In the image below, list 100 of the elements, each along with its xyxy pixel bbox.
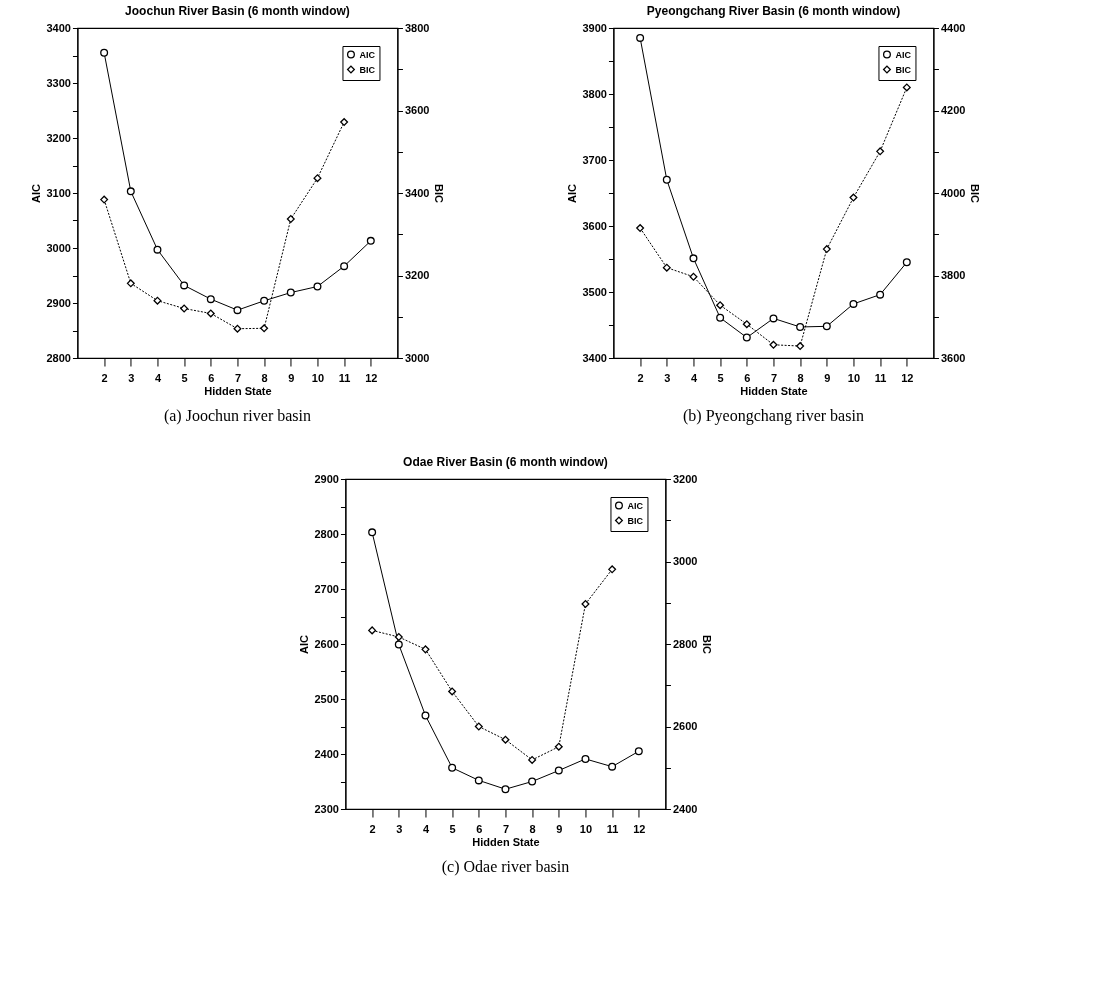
y-tick-label: 3200 — [46, 131, 71, 144]
x-tick-label: 10 — [579, 822, 593, 835]
x-tick-label: 2 — [369, 822, 376, 835]
point — [368, 528, 377, 537]
point — [849, 193, 858, 202]
point — [608, 565, 617, 574]
point — [153, 296, 162, 305]
y-tick-label: 3700 — [582, 153, 607, 166]
x-tick-label: 8 — [261, 371, 268, 384]
chart-title: Pyeongchang River Basin (6 month window) — [646, 4, 901, 18]
x-tick-label: 9 — [556, 822, 563, 835]
x-tick-label: 12 — [901, 371, 914, 384]
point — [206, 295, 215, 304]
point — [340, 262, 349, 271]
point — [581, 599, 590, 608]
y2-axis-title: BIC — [701, 635, 714, 655]
point — [448, 687, 457, 696]
point — [233, 306, 242, 315]
y-tick-label: 2800 — [46, 351, 71, 364]
y2-tick-label: 3600 — [404, 104, 430, 116]
y-tick-label: 2800 — [314, 527, 339, 540]
y2-tick-label: 4200 — [940, 104, 966, 116]
legend-label: BIC — [359, 64, 376, 75]
y-tick-label: 3400 — [582, 351, 607, 364]
x-tick-label: 7 — [234, 371, 242, 384]
point — [260, 296, 269, 305]
legend-label: AIC — [359, 49, 376, 60]
y-tick-label: 3500 — [582, 285, 607, 298]
x-tick-label: 5 — [449, 822, 456, 835]
x-tick-label: 6 — [744, 371, 751, 384]
point — [822, 322, 831, 331]
point — [100, 48, 109, 57]
y-tick-label: 3600 — [582, 219, 607, 232]
point — [742, 333, 751, 342]
x-tick-label: 9 — [288, 371, 295, 384]
y-tick-label: 2300 — [314, 802, 339, 815]
point — [126, 279, 135, 288]
point — [474, 722, 483, 731]
x-tick-label: 5 — [717, 371, 724, 384]
y-tick-label: 2900 — [46, 296, 71, 309]
x-tick-label: 3 — [396, 822, 403, 835]
point — [260, 324, 269, 333]
x-tick-label: 7 — [770, 371, 778, 384]
y2-axis-title: BIC — [433, 184, 446, 204]
legend-label: AIC — [627, 500, 644, 511]
y-tick-label: 2400 — [314, 747, 339, 760]
point — [849, 299, 858, 308]
x-tick-label: 2 — [101, 371, 108, 384]
x-tick-label: 8 — [529, 822, 536, 835]
point — [180, 281, 189, 290]
point — [394, 640, 403, 649]
x-tick-label: 2 — [637, 371, 644, 384]
point — [474, 776, 483, 785]
y-axis-title: AIC — [30, 183, 43, 203]
x-tick-label: 9 — [824, 371, 831, 384]
x-tick-label: 12 — [365, 371, 378, 384]
point — [206, 309, 215, 318]
point — [662, 263, 671, 272]
y-tick-label: 3300 — [46, 76, 71, 89]
point — [769, 340, 778, 349]
point — [313, 282, 322, 291]
point — [796, 322, 805, 331]
point — [313, 174, 322, 183]
chart-title: Odae River Basin (6 month window) — [403, 455, 608, 469]
y-tick-label: 2900 — [314, 472, 339, 485]
point — [689, 254, 698, 263]
y-tick-label: 3100 — [46, 186, 71, 199]
y2-axis-title: BIC — [969, 184, 982, 204]
point — [822, 245, 831, 254]
point — [366, 236, 375, 245]
point — [286, 288, 295, 297]
x-tick-label: 11 — [874, 371, 887, 384]
x-tick-label: 10 — [311, 371, 325, 384]
point — [902, 258, 911, 267]
y2-tick-label: 3200 — [672, 472, 698, 485]
y-axis-title: AIC — [298, 634, 311, 654]
y-tick-label: 3400 — [46, 21, 71, 34]
x-axis-title: Hidden State — [472, 835, 540, 848]
x-tick-label: 5 — [181, 371, 188, 384]
y-tick-label: 3900 — [582, 21, 607, 34]
chart-title: Joochun River Basin (6 month window) — [125, 4, 350, 18]
y2-tick-label: 3400 — [404, 186, 430, 199]
y2-tick-label: 2400 — [672, 802, 698, 815]
y2-tick-label: 3800 — [404, 21, 430, 34]
legend-label: BIC — [627, 515, 644, 526]
point — [554, 742, 563, 751]
point — [716, 313, 725, 322]
point — [286, 214, 295, 223]
x-tick-label: 11 — [338, 371, 351, 384]
point — [448, 763, 457, 772]
x-tick-label: 4 — [154, 371, 162, 384]
legend-label: AIC — [895, 49, 912, 60]
point — [501, 735, 510, 744]
x-axis-title: Hidden State — [204, 384, 272, 397]
y-tick-label: 2700 — [314, 582, 339, 595]
point — [742, 320, 751, 329]
x-axis-title: Hidden State — [740, 384, 808, 397]
y2-tick-label: 3200 — [404, 269, 430, 281]
point — [421, 645, 430, 654]
point — [634, 747, 643, 756]
